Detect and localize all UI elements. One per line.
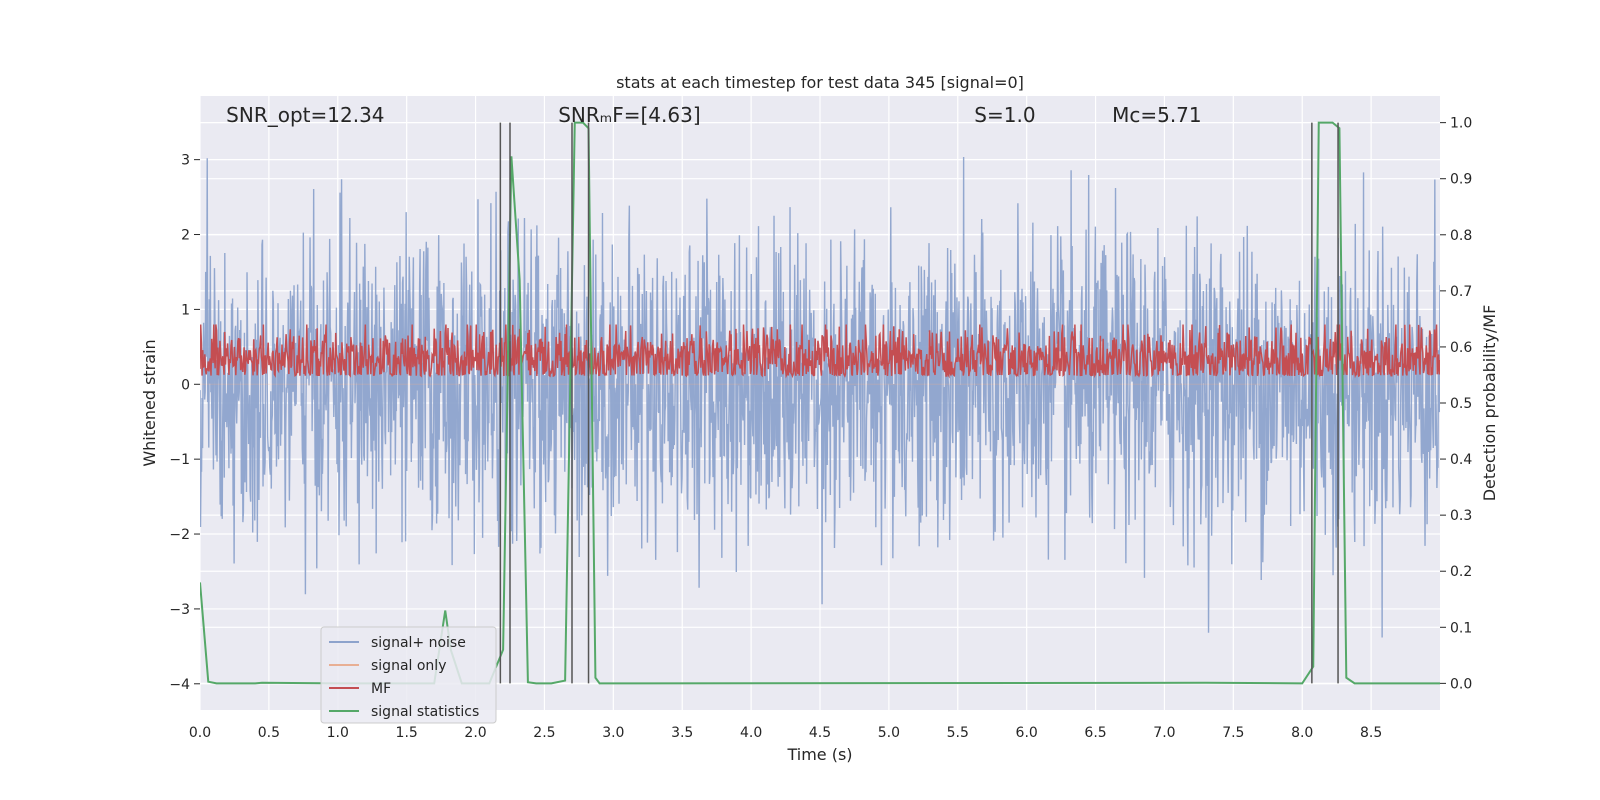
- y-tick-label: 3: [181, 153, 190, 169]
- y2-tick-label: 0.2: [1450, 564, 1472, 580]
- y2-tick-label: 0.5: [1450, 396, 1472, 412]
- y-tick-label: 0: [181, 377, 190, 393]
- chart-title: stats at each timestep for test data 345…: [616, 73, 1024, 92]
- y2-axis-label: Detection probability/MF: [1480, 305, 1499, 502]
- series-signal-noise: [200, 157, 1440, 638]
- x-tick-label: 8.0: [1291, 725, 1313, 741]
- legend-label-signal-statistics: signal statistics: [371, 704, 479, 720]
- x-tick-label: 1.0: [327, 725, 349, 741]
- y2-tick-label: 0.6: [1450, 340, 1472, 356]
- legend-label-signal-only: signal only: [371, 658, 446, 674]
- y-tick-label: −1: [169, 452, 190, 468]
- x-tick-label: 5.5: [947, 725, 969, 741]
- detection-markers: [499, 122, 1339, 684]
- y2-tick-label: 1.0: [1450, 116, 1472, 132]
- y-tick-label: −2: [169, 527, 190, 543]
- y2-tick-label: 0.0: [1450, 676, 1472, 692]
- annotation-snr_opt: SNR_opt=12.34: [226, 103, 384, 127]
- y2-tick-label: 0.1: [1450, 620, 1472, 636]
- legend-label-signal-noise: signal+ noise: [371, 635, 466, 651]
- y-axis-label: Whitened strain: [140, 339, 159, 466]
- y2-tick-label: 0.9: [1450, 172, 1472, 188]
- x-tick-label: 6.5: [1084, 725, 1106, 741]
- y2-axis-ticks: 1.0 0.9 0.8 0.7 0.6 0.5 0.4 0.3 0.2 0.1 0.0: [1440, 116, 1472, 692]
- y2-tick-label: 0.8: [1450, 228, 1472, 244]
- legend-label-mf: MF: [371, 681, 391, 697]
- y-tick-label: −4: [169, 677, 190, 693]
- legend-box: [320, 626, 497, 724]
- annotations: SNR_opt=12.34 SNRₘF=[4.63] S=1.0 Mᴄ=5.71: [226, 103, 1201, 127]
- x-tick-label: 3.5: [671, 725, 693, 741]
- series-mf: [200, 324, 1440, 379]
- x-tick-label: 2.5: [533, 725, 555, 741]
- x-tick-label: 3.0: [602, 725, 624, 741]
- x-axis-label: Time (s): [786, 745, 852, 764]
- annotation-s_val: S=1.0: [974, 103, 1035, 127]
- y-tick-label: 1: [181, 302, 190, 318]
- legend: signal+ noise signal only MF signal stat…: [320, 626, 497, 724]
- x-tick-label: 4.0: [740, 725, 762, 741]
- y2-tick-label: 0.7: [1450, 284, 1472, 300]
- x-tick-label: 0.0: [189, 725, 211, 741]
- x-tick-label: 6.0: [1016, 725, 1038, 741]
- y-tick-label: 2: [181, 228, 190, 244]
- x-tick-label: 0.5: [258, 725, 280, 741]
- x-tick-label: 4.5: [809, 725, 831, 741]
- x-tick-label: 7.5: [1222, 725, 1244, 741]
- x-tick-label: 7.0: [1153, 725, 1175, 741]
- annotation-snr_mf: SNRₘF=[4.63]: [558, 103, 700, 127]
- x-tick-label: 8.5: [1360, 725, 1382, 741]
- y2-tick-label: 0.3: [1450, 508, 1472, 524]
- x-tick-label: 5.0: [878, 725, 900, 741]
- y-axis-ticks: 3 2 1 0 −1 −2 −3 −4: [169, 153, 200, 693]
- x-axis-ticks: 0.0 0.5 1.0 1.5 2.0 2.5 3.0 3.5 4.0 4.5 5.0 5.5 6.0 6…: [189, 725, 1382, 741]
- annotation-mc_val: Mᴄ=5.71: [1112, 103, 1202, 127]
- y-tick-label: −3: [169, 602, 190, 618]
- y2-tick-label: 0.4: [1450, 452, 1472, 468]
- x-tick-label: 1.5: [396, 725, 418, 741]
- x-tick-label: 2.0: [464, 725, 486, 741]
